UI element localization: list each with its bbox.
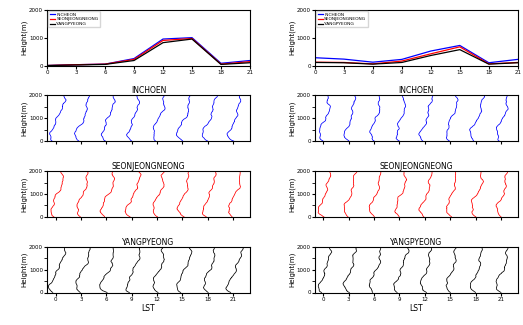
INCHEON xyxy=(340,57,347,61)
YANGPYEONG xyxy=(189,37,195,41)
INCHEON xyxy=(160,37,166,41)
Line: YANGPYEONG: YANGPYEONG xyxy=(315,50,518,64)
YANGPYEONG xyxy=(486,62,492,66)
INCHEON xyxy=(312,56,318,60)
YANGPYEONG xyxy=(131,58,137,62)
YANGPYEONG xyxy=(370,62,376,66)
Title: YANGPYEONG: YANGPYEONG xyxy=(122,238,175,247)
INCHEON xyxy=(370,60,376,64)
INCHEON xyxy=(399,58,405,61)
SEONJEONGNEONG xyxy=(515,60,521,64)
INCHEON xyxy=(486,61,492,65)
SEONJEONGNEONG xyxy=(44,64,50,68)
INCHEON xyxy=(428,49,434,53)
YANGPYEONG xyxy=(73,63,79,67)
SEONJEONGNEONG xyxy=(370,62,376,66)
INCHEON xyxy=(131,57,137,60)
INCHEON xyxy=(457,44,463,47)
Line: INCHEON: INCHEON xyxy=(315,46,518,63)
YANGPYEONG xyxy=(340,61,347,65)
INCHEON xyxy=(73,63,79,67)
Y-axis label: Height(m): Height(m) xyxy=(289,101,295,136)
Y-axis label: Height(m): Height(m) xyxy=(21,176,28,212)
SEONJEONGNEONG xyxy=(247,60,253,64)
SEONJEONGNEONG xyxy=(428,52,434,56)
SEONJEONGNEONG xyxy=(218,62,224,66)
YANGPYEONG xyxy=(399,60,405,64)
YANGPYEONG xyxy=(515,61,521,65)
INCHEON xyxy=(44,64,50,68)
SEONJEONGNEONG xyxy=(340,60,347,64)
Y-axis label: Height(m): Height(m) xyxy=(289,252,295,287)
YANGPYEONG xyxy=(160,41,166,45)
Line: SEONJEONGNEONG: SEONJEONGNEONG xyxy=(315,47,518,64)
Legend: INCHEON, SEONJEONGNEONG, YANGPYEONG: INCHEON, SEONJEONGNEONG, YANGPYEONG xyxy=(316,11,368,27)
Title: INCHOEN: INCHOEN xyxy=(131,86,166,95)
X-axis label: LST: LST xyxy=(410,305,423,313)
INCHEON xyxy=(247,58,253,62)
Title: YANGPYEONG: YANGPYEONG xyxy=(390,238,442,247)
YANGPYEONG xyxy=(457,48,463,52)
Y-axis label: Height(m): Height(m) xyxy=(289,20,295,55)
Title: INCHOEN: INCHOEN xyxy=(399,86,434,95)
Title: SEONJEONGNEONG: SEONJEONGNEONG xyxy=(380,162,453,171)
INCHEON xyxy=(102,62,108,66)
SEONJEONGNEONG xyxy=(457,45,463,49)
Legend: INCHEON, SEONJEONGNEONG, YANGPYEONG: INCHEON, SEONJEONGNEONG, YANGPYEONG xyxy=(49,11,100,27)
Y-axis label: Height(m): Height(m) xyxy=(289,176,295,212)
INCHEON xyxy=(218,61,224,65)
YANGPYEONG xyxy=(218,62,224,66)
INCHEON xyxy=(515,58,521,61)
Y-axis label: Height(m): Height(m) xyxy=(21,101,28,136)
YANGPYEONG xyxy=(312,60,318,64)
SEONJEONGNEONG xyxy=(160,38,166,42)
SEONJEONGNEONG xyxy=(131,58,137,61)
Line: INCHEON: INCHEON xyxy=(47,38,250,66)
Title: SEONJEONGNEONG: SEONJEONGNEONG xyxy=(112,162,185,171)
SEONJEONGNEONG xyxy=(189,36,195,40)
Line: YANGPYEONG: YANGPYEONG xyxy=(47,39,250,66)
SEONJEONGNEONG xyxy=(102,62,108,66)
Y-axis label: Height(m): Height(m) xyxy=(21,252,28,287)
YANGPYEONG xyxy=(102,62,108,66)
SEONJEONGNEONG xyxy=(73,63,79,67)
YANGPYEONG xyxy=(247,61,253,65)
SEONJEONGNEONG xyxy=(399,59,405,63)
SEONJEONGNEONG xyxy=(312,60,318,64)
Line: SEONJEONGNEONG: SEONJEONGNEONG xyxy=(47,38,250,66)
INCHEON xyxy=(189,36,195,40)
SEONJEONGNEONG xyxy=(486,62,492,66)
YANGPYEONG xyxy=(428,54,434,58)
Y-axis label: Height(m): Height(m) xyxy=(21,20,28,55)
X-axis label: LST: LST xyxy=(142,305,155,313)
YANGPYEONG xyxy=(44,64,50,68)
